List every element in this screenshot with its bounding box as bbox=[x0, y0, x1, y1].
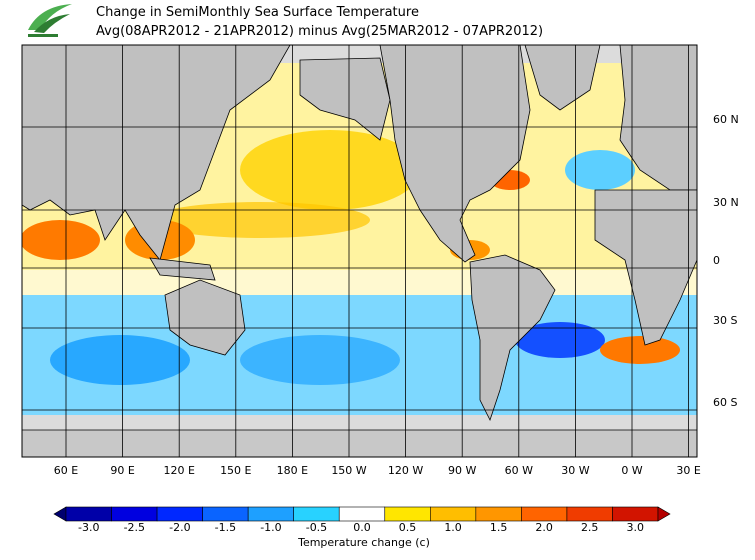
colorbar-swatch bbox=[247, 506, 294, 522]
colorbar-tick-label: -3.0 bbox=[78, 521, 99, 534]
logo bbox=[28, 4, 72, 37]
lon-label: 150 W bbox=[331, 464, 366, 477]
lon-label: 60 W bbox=[505, 464, 533, 477]
colorbar-swatch bbox=[430, 506, 477, 522]
lon-label: 90 W bbox=[448, 464, 476, 477]
colorbar-label: Temperature change (c) bbox=[297, 536, 430, 549]
lon-label: 60 E bbox=[54, 464, 78, 477]
map bbox=[21, 44, 698, 458]
colorbar-swatch bbox=[612, 506, 659, 522]
colorbar-tick-label: -1.0 bbox=[260, 521, 281, 534]
colorbar-tick-label: 3.0 bbox=[626, 521, 644, 534]
colorbar-swatch bbox=[475, 506, 522, 522]
colorbar-tick-label: 0.5 bbox=[399, 521, 417, 534]
lat-label: 60 N bbox=[713, 113, 739, 126]
lon-label: 180 E bbox=[277, 464, 308, 477]
title: Change in SemiMonthly Sea Surface Temper… bbox=[96, 5, 419, 20]
colorbar-tick-label: 1.5 bbox=[490, 521, 508, 534]
lon-label: 120 W bbox=[388, 464, 423, 477]
colorbar-swatch bbox=[566, 506, 613, 522]
colorbar-tick-label: 0.0 bbox=[353, 521, 371, 534]
lon-label: 90 E bbox=[110, 464, 134, 477]
colorbar-swatch bbox=[521, 506, 568, 522]
colorbar-tick-label: -2.5 bbox=[124, 521, 145, 534]
colorbar-swatch bbox=[111, 506, 158, 522]
lat-label: 60 S bbox=[713, 396, 737, 409]
colorbar-tick-label: 1.0 bbox=[444, 521, 462, 534]
colorbar-swatch bbox=[384, 506, 431, 522]
colorbar-tick-label: -0.5 bbox=[306, 521, 327, 534]
colorbar: -3.0 -2.5 -2.0 -1.5 -1.0 -0.5 0.0 0.5 1.0 1.5 2.0 2… bbox=[53, 506, 671, 534]
colorbar-swatch bbox=[293, 506, 340, 522]
lon-label: 30 W bbox=[561, 464, 589, 477]
colorbar-tick-label: -2.0 bbox=[169, 521, 190, 534]
colorbar-arrow bbox=[53, 506, 67, 522]
subtitle: Avg(08APR2012 - 21APR2012) minus Avg(25M… bbox=[96, 24, 543, 39]
lon-label: 120 E bbox=[163, 464, 194, 477]
colorbar-tick-label: 2.5 bbox=[581, 521, 599, 534]
colorbar-tick-label: 2.0 bbox=[535, 521, 553, 534]
lon-label: 150 E bbox=[220, 464, 251, 477]
colorbar-swatch bbox=[338, 506, 386, 522]
colorbar-arrow bbox=[657, 506, 671, 522]
lat-label: 30 N bbox=[713, 196, 739, 209]
colorbar-tick-label: -1.5 bbox=[215, 521, 236, 534]
colorbar-swatch bbox=[202, 506, 249, 522]
colorbar-swatch bbox=[65, 506, 112, 522]
lon-label: 0 W bbox=[621, 464, 642, 477]
lat-label: 30 S bbox=[713, 314, 737, 327]
lon-label: 30 E bbox=[676, 464, 700, 477]
colorbar-swatch bbox=[156, 506, 203, 522]
lat-label: 0 bbox=[713, 254, 720, 267]
